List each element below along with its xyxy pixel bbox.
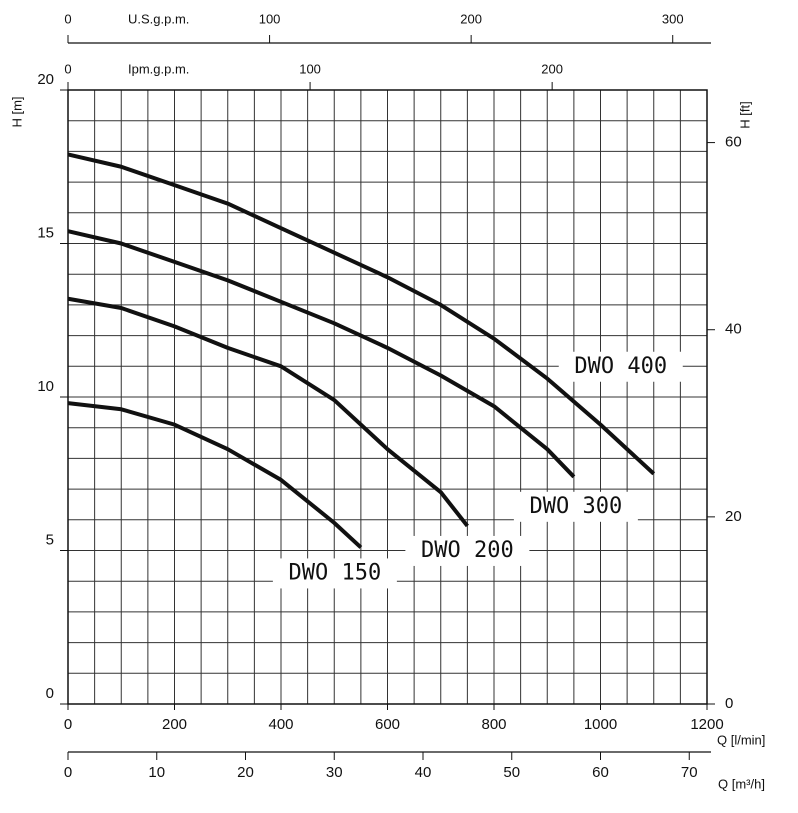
curve-label: DWO 150 [289, 560, 382, 585]
y2-tick-label: 0 [725, 695, 733, 712]
x-tick-label: 1200 [690, 716, 723, 733]
x-axis-label: Q [l/min] [717, 732, 765, 747]
curve-label: DWO 200 [421, 538, 514, 563]
curve-label-bg [272, 558, 397, 589]
curve-label-bg [405, 535, 530, 566]
x-tick-label: 1000 [584, 716, 617, 733]
secondary-x-tick-label: 0 [64, 764, 72, 781]
curve-label-bg [558, 351, 683, 382]
secondary-x-tick-label: 0 [64, 61, 71, 76]
x-tick-label: 200 [162, 716, 187, 733]
x-tick-label: 400 [268, 716, 293, 733]
y-tick-label: 15 [37, 224, 54, 241]
y2-tick-label: 40 [725, 321, 742, 338]
y2-tick-label: 20 [725, 508, 742, 525]
secondary-x-tick-label: 200 [460, 11, 482, 26]
secondary-x-tick-label: 60 [592, 764, 609, 781]
secondary-x-tick-label: 0 [64, 11, 71, 26]
secondary-axis-label: Q [m³/h] [718, 776, 765, 791]
secondary-axis-label: Ipm.g.p.m. [128, 61, 189, 76]
curve [67, 152, 656, 476]
y-tick-label: 5 [46, 531, 54, 548]
secondary-x-tick-label: 10 [148, 764, 165, 781]
curve-label: DWO 300 [530, 494, 623, 519]
secondary-x-tick-label: 100 [259, 11, 281, 26]
y-axis-label: H [m] [9, 96, 24, 127]
curve [67, 296, 469, 528]
secondary-axis-label: U.S.g.p.m. [128, 11, 189, 26]
secondary-x-tick-label: 20 [237, 764, 254, 781]
y-tick-label: 20 [37, 71, 54, 88]
secondary-x-tick-label: 50 [503, 764, 520, 781]
secondary-x-tick-label: 200 [541, 61, 563, 76]
y2-axis-label: H [ft] [737, 101, 752, 128]
curve-label-bg [513, 491, 638, 522]
curve [67, 401, 363, 549]
secondary-x-tick-label: 40 [415, 764, 432, 781]
curve-label: DWO 400 [574, 354, 667, 379]
secondary-x-tick-label: 300 [662, 11, 684, 26]
y2-tick-label: 60 [725, 134, 742, 151]
secondary-x-tick-label: 70 [681, 764, 698, 781]
x-tick-label: 600 [375, 716, 400, 733]
y-tick-label: 0 [46, 685, 54, 702]
secondary-x-tick-label: 30 [326, 764, 343, 781]
curve [67, 229, 576, 479]
x-tick-label: 0 [64, 716, 72, 733]
x-tick-label: 800 [481, 716, 506, 733]
y-tick-label: 10 [37, 378, 54, 395]
secondary-x-tick-label: 100 [299, 61, 321, 76]
